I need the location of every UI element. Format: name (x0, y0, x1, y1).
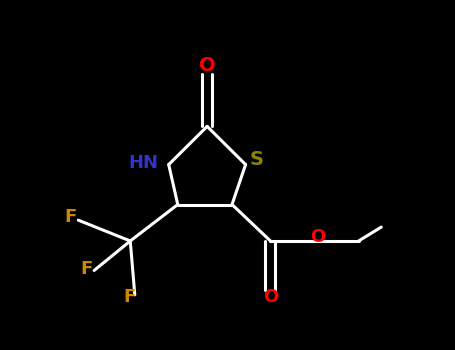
Text: S: S (250, 150, 264, 169)
Text: O: O (310, 229, 326, 246)
Text: F: F (64, 208, 76, 226)
Text: F: F (123, 288, 136, 306)
Text: O: O (199, 56, 216, 75)
Text: F: F (80, 260, 92, 279)
Text: O: O (263, 288, 278, 306)
Text: HN: HN (129, 154, 159, 172)
